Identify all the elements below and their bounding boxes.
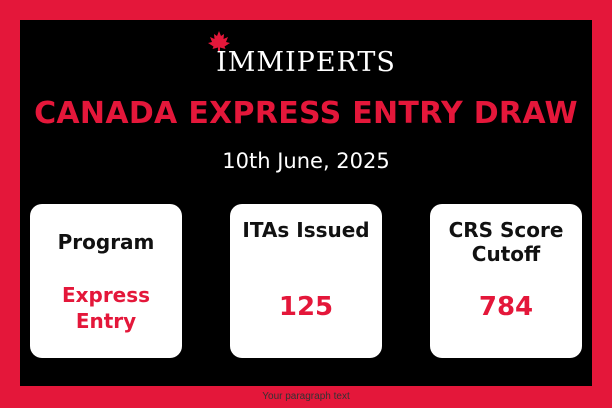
brand-name: IMMIPERTS [216, 47, 396, 78]
maple-leaf-icon [208, 31, 230, 51]
headline: CANADA EXPRESS ENTRY DRAW [34, 96, 578, 131]
program-label: Program [57, 230, 155, 254]
program-card: Program Express Entry [30, 204, 182, 358]
crs-label: CRS Score Cutoff [448, 218, 564, 266]
itas-label: ITAs Issued [242, 218, 370, 242]
crs-value: 784 [478, 292, 534, 322]
program-value: Express Entry [61, 283, 151, 333]
itas-card: ITAs Issued 125 [230, 204, 382, 358]
itas-value: 125 [278, 292, 334, 322]
footer-text[interactable]: Your paragraph text [262, 391, 350, 402]
brand-logo: IMMIPERTS [0, 26, 612, 78]
crs-card: CRS Score Cutoff 784 [430, 204, 582, 358]
draw-date: 10th June, 2025 [222, 149, 390, 173]
